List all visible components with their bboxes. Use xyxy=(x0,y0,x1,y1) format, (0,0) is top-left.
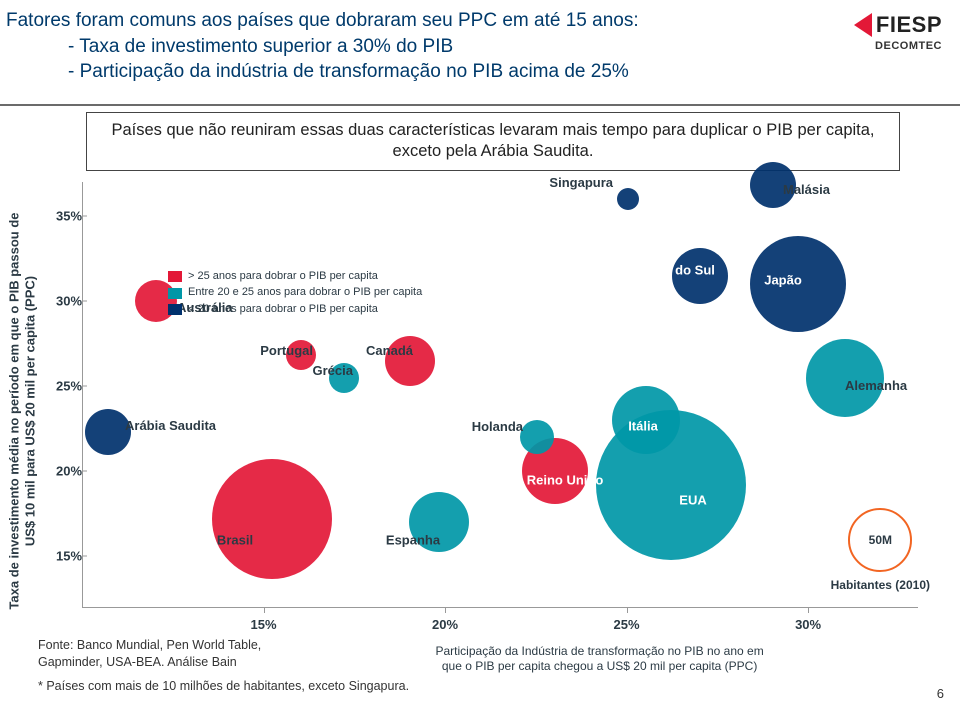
slide-root: Fatores foram comuns aos países que dobr… xyxy=(0,0,960,711)
bubble-label-malásia: Malásia xyxy=(783,182,830,197)
y-tick-label: 25% xyxy=(56,379,76,394)
title-line-2: - Taxa de investimento superior a 30% do… xyxy=(68,34,639,60)
x-tick-label: 20% xyxy=(432,617,458,632)
fiesp-logo: FIESP xyxy=(854,12,942,38)
y-tick-label: 15% xyxy=(56,549,76,564)
slide-header: Fatores foram comuns aos países que dobr… xyxy=(0,0,960,104)
legend-row: < 20 anos para dobrar o PIB per capita xyxy=(168,302,422,317)
source-citation: Fonte: Banco Mundial, Pen World Table, G… xyxy=(38,637,261,671)
fiesp-triangle-icon xyxy=(854,13,872,37)
footnote: * Países com mais de 10 milhões de habit… xyxy=(38,679,409,693)
page-number: 6 xyxy=(937,686,944,701)
legend-swatch-icon xyxy=(168,288,182,299)
y-tick-mark xyxy=(82,216,87,217)
y-tick-mark xyxy=(82,556,87,557)
legend-label: Entre 20 e 25 anos para dobrar o PIB per… xyxy=(188,285,422,300)
bubble-label-espanha: Espanha xyxy=(386,533,440,548)
bubble-label-coréia-do-sul: Coréia do Sul xyxy=(631,263,715,278)
source-line-1: Fonte: Banco Mundial, Pen World Table, xyxy=(38,638,261,652)
bubble-label-reino-unido: Reino Unido xyxy=(527,473,604,488)
bubble-brasil xyxy=(212,459,332,579)
legend-label: < 20 anos para dobrar o PIB per capita xyxy=(188,302,378,317)
legend-swatch-icon xyxy=(168,271,182,282)
bubble-label-alemanha: Alemanha xyxy=(845,378,907,393)
bubble-holanda xyxy=(520,420,554,454)
header-divider xyxy=(0,104,960,106)
y-tick-mark xyxy=(82,471,87,472)
y-tick-mark xyxy=(82,386,87,387)
color-legend: > 25 anos para dobrar o PIB per capitaEn… xyxy=(168,268,422,318)
bubble-label-holanda: Holanda xyxy=(472,419,523,434)
y-axis-label: Taxa de investimento média no período em… xyxy=(6,211,37,611)
bubble-label-japão: Japão xyxy=(764,273,802,288)
title-line-3: - Participação da indústria de transform… xyxy=(68,59,639,85)
x-axis-caption: Participação da Indústria de transformaç… xyxy=(436,644,764,674)
y-tick-mark xyxy=(82,301,87,302)
x-tick-mark xyxy=(808,608,809,613)
x-tick-mark xyxy=(627,608,628,613)
bubble-chart: Taxa de investimento média no período em… xyxy=(26,174,936,648)
bubble-label-itália: Itália xyxy=(628,419,658,434)
y-tick-label: 20% xyxy=(56,464,76,479)
y-tick-label: 35% xyxy=(56,209,76,224)
size-legend: 50M Habitantes (2010) xyxy=(831,508,930,592)
plot-area: AustráliaArábia SauditaBrasilPortugalGré… xyxy=(82,182,918,608)
x-tick-label: 30% xyxy=(795,617,821,632)
bubble-singapura xyxy=(617,188,639,210)
source-line-2: Gapminder, USA-BEA. Análise Bain xyxy=(38,655,237,669)
bubble-label-arábia-saudita: Arábia Saudita xyxy=(125,418,216,433)
legend-row: > 25 anos para dobrar o PIB per capita xyxy=(168,269,422,284)
x-axis-caption-line2: que o PIB per capita chegou a US$ 20 mil… xyxy=(442,659,758,673)
decomtec-label: DECOMTEC xyxy=(875,40,942,52)
x-tick-mark xyxy=(264,608,265,613)
size-legend-caption: Habitantes (2010) xyxy=(831,578,930,592)
bubble-label-brasil: Brasil xyxy=(217,533,253,548)
x-tick-mark xyxy=(445,608,446,613)
title-block: Fatores foram comuns aos países que dobr… xyxy=(6,6,639,85)
y-tick-label: 30% xyxy=(56,294,76,309)
title-line-1: Fatores foram comuns aos países que dobr… xyxy=(6,8,639,34)
fiesp-logo-text: FIESP xyxy=(876,12,942,38)
legend-swatch-icon xyxy=(168,304,182,315)
bubble-label-singapura: Singapura xyxy=(549,175,613,190)
bubble-label-eua: EUA xyxy=(679,493,706,508)
bubble-label-grécia: Grécia xyxy=(313,363,353,378)
legend-label: > 25 anos para dobrar o PIB per capita xyxy=(188,269,378,284)
bubble-label-portugal: Portugal xyxy=(260,343,313,358)
x-axis-caption-line1: Participação da Indústria de transformaç… xyxy=(436,644,764,658)
x-tick-label: 15% xyxy=(251,617,277,632)
legend-row: Entre 20 e 25 anos para dobrar o PIB per… xyxy=(168,285,422,300)
size-legend-circle-icon: 50M xyxy=(848,508,912,572)
bubble-label-canadá: Canadá xyxy=(366,343,413,358)
x-tick-label: 25% xyxy=(614,617,640,632)
size-legend-value: 50M xyxy=(869,533,892,547)
logo-block: FIESP DECOMTEC xyxy=(854,6,942,52)
